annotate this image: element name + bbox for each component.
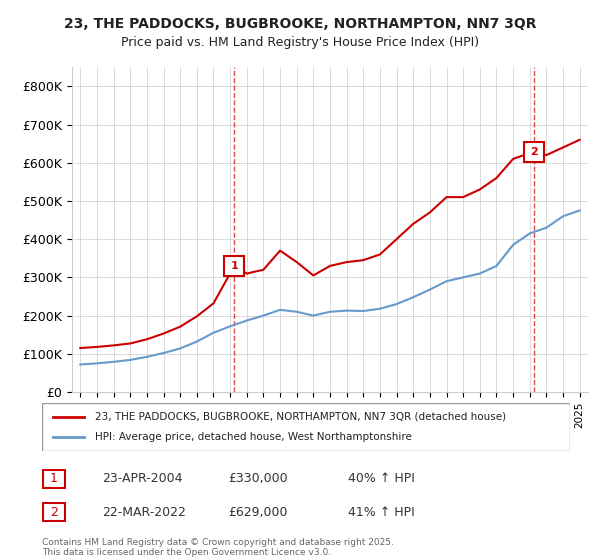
FancyBboxPatch shape <box>43 470 65 488</box>
Text: Price paid vs. HM Land Registry's House Price Index (HPI): Price paid vs. HM Land Registry's House … <box>121 36 479 49</box>
Text: 23, THE PADDOCKS, BUGBROOKE, NORTHAMPTON, NN7 3QR: 23, THE PADDOCKS, BUGBROOKE, NORTHAMPTON… <box>64 17 536 31</box>
Text: Contains HM Land Registry data © Crown copyright and database right 2025.
This d: Contains HM Land Registry data © Crown c… <box>42 538 394 557</box>
FancyBboxPatch shape <box>42 403 570 451</box>
Text: 40% ↑ HPI: 40% ↑ HPI <box>348 472 415 486</box>
Text: 22-MAR-2022: 22-MAR-2022 <box>102 506 186 519</box>
Text: 2: 2 <box>50 506 58 519</box>
Text: 41% ↑ HPI: 41% ↑ HPI <box>348 506 415 519</box>
FancyBboxPatch shape <box>43 503 65 521</box>
Text: 23-APR-2004: 23-APR-2004 <box>102 472 182 486</box>
Text: 23, THE PADDOCKS, BUGBROOKE, NORTHAMPTON, NN7 3QR (detached house): 23, THE PADDOCKS, BUGBROOKE, NORTHAMPTON… <box>95 412 506 422</box>
Text: 1: 1 <box>50 472 58 486</box>
Text: HPI: Average price, detached house, West Northamptonshire: HPI: Average price, detached house, West… <box>95 432 412 442</box>
Text: £629,000: £629,000 <box>228 506 287 519</box>
Text: 1: 1 <box>230 261 238 271</box>
Text: 2: 2 <box>530 147 538 157</box>
Text: £330,000: £330,000 <box>228 472 287 486</box>
